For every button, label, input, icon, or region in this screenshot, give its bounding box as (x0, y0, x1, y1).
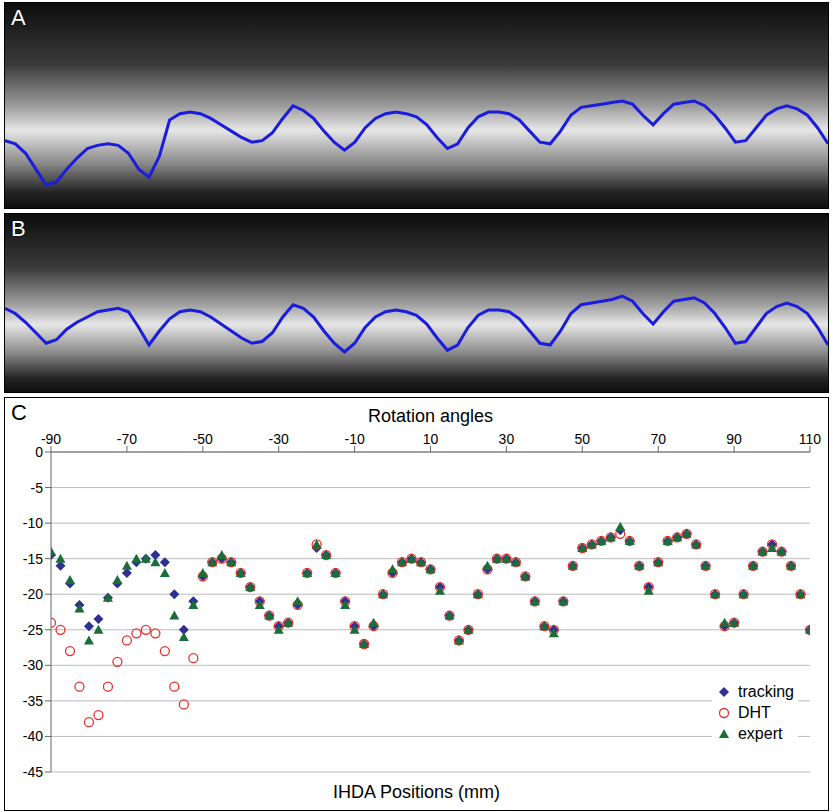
svg-text:-45: -45 (23, 764, 43, 780)
svg-text:-10: -10 (23, 515, 43, 531)
svg-text:-50: -50 (193, 431, 213, 447)
svg-text:-90: -90 (41, 431, 61, 447)
svg-text:-30: -30 (23, 657, 43, 673)
svg-text:Rotation angles: Rotation angles (368, 406, 493, 426)
html-text:IHDA Positions (mm): IHDA Positions (mm) (333, 782, 500, 802)
svg-text:-30: -30 (269, 431, 289, 447)
svg-text:-35: -35 (23, 693, 43, 709)
svg-text:70: 70 (650, 431, 666, 447)
html-text:B: B (11, 216, 26, 241)
svg-text:50: 50 (575, 431, 591, 447)
svg-text:110: 110 (799, 431, 822, 447)
html-text:expert: expert (738, 724, 783, 742)
svg-text:-10: -10 (344, 431, 364, 447)
svg-text:-70: -70 (117, 431, 137, 447)
svg-text:-20: -20 (23, 586, 43, 602)
svg-text:0: 0 (35, 444, 43, 460)
svg-text:-40: -40 (23, 728, 43, 744)
html-text:A: A (11, 5, 26, 30)
svg-text:90: 90 (726, 431, 742, 447)
svg-text:10: 10 (423, 431, 439, 447)
svg-text:-25: -25 (23, 622, 43, 638)
svg-text:-15: -15 (23, 551, 43, 567)
html-text:C: C (11, 400, 27, 425)
html-text:tracking: tracking (738, 682, 794, 700)
html-text:DHT: DHT (738, 703, 771, 721)
svg-text:30: 30 (499, 431, 515, 447)
svg-text:-5: -5 (31, 480, 44, 496)
